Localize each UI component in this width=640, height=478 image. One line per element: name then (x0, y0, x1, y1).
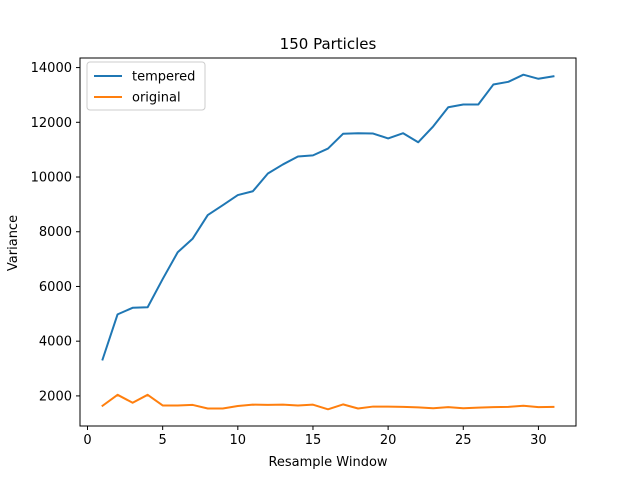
y-axis-label: Variance (6, 215, 21, 271)
x-tick-label: 5 (159, 433, 167, 448)
y-axis: 2000 4000 6000 8000 10000 12000 14000 (31, 61, 80, 404)
y-tick-label: 4000 (39, 335, 72, 350)
x-tick-label: 10 (230, 433, 247, 448)
x-axis: 0 5 10 15 20 25 30 (83, 426, 547, 448)
plot-frame (79, 57, 577, 427)
x-axis-label: Resample Window (268, 455, 387, 470)
series-line-tempered (101, 73, 555, 361)
series-layer (101, 73, 555, 411)
legend-label-original: original (132, 91, 181, 106)
x-tick-label: 25 (455, 433, 472, 448)
y-tick-label: 10000 (31, 171, 72, 186)
chart-title: 150 Particles (280, 35, 377, 53)
x-tick-label: 20 (380, 433, 397, 448)
y-tick-label: 8000 (39, 225, 72, 240)
y-tick-label: 6000 (39, 280, 72, 295)
y-tick-label: 12000 (31, 116, 72, 131)
x-tick-label: 0 (83, 433, 91, 448)
legend: tempered original (86, 61, 206, 111)
y-tick-label: 14000 (31, 61, 72, 76)
y-tick-label: 2000 (39, 389, 72, 404)
plot-area (79, 57, 577, 427)
legend-label-tempered: tempered (132, 70, 195, 85)
x-tick-label: 30 (530, 433, 547, 448)
x-tick-label: 15 (305, 433, 322, 448)
series-line-original (101, 393, 555, 411)
